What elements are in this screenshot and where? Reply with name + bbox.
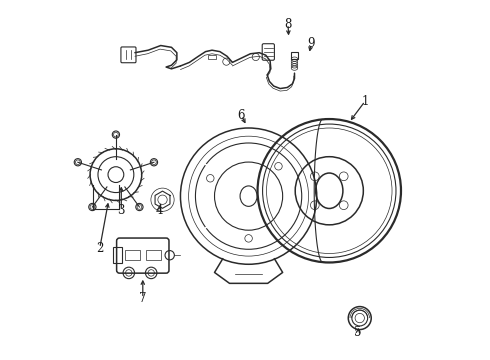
Text: 2: 2: [96, 242, 103, 255]
Text: 7: 7: [139, 292, 147, 305]
Text: 3: 3: [118, 204, 125, 217]
Bar: [208, 55, 216, 59]
Bar: [291, 52, 298, 59]
Bar: [125, 249, 140, 260]
Text: 8: 8: [284, 18, 292, 31]
Bar: [146, 249, 161, 260]
Text: 4: 4: [155, 204, 163, 217]
Text: 5: 5: [354, 326, 362, 339]
Text: 1: 1: [362, 95, 369, 108]
Text: 9: 9: [308, 37, 315, 50]
Text: 6: 6: [238, 109, 245, 122]
Bar: [113, 247, 122, 263]
